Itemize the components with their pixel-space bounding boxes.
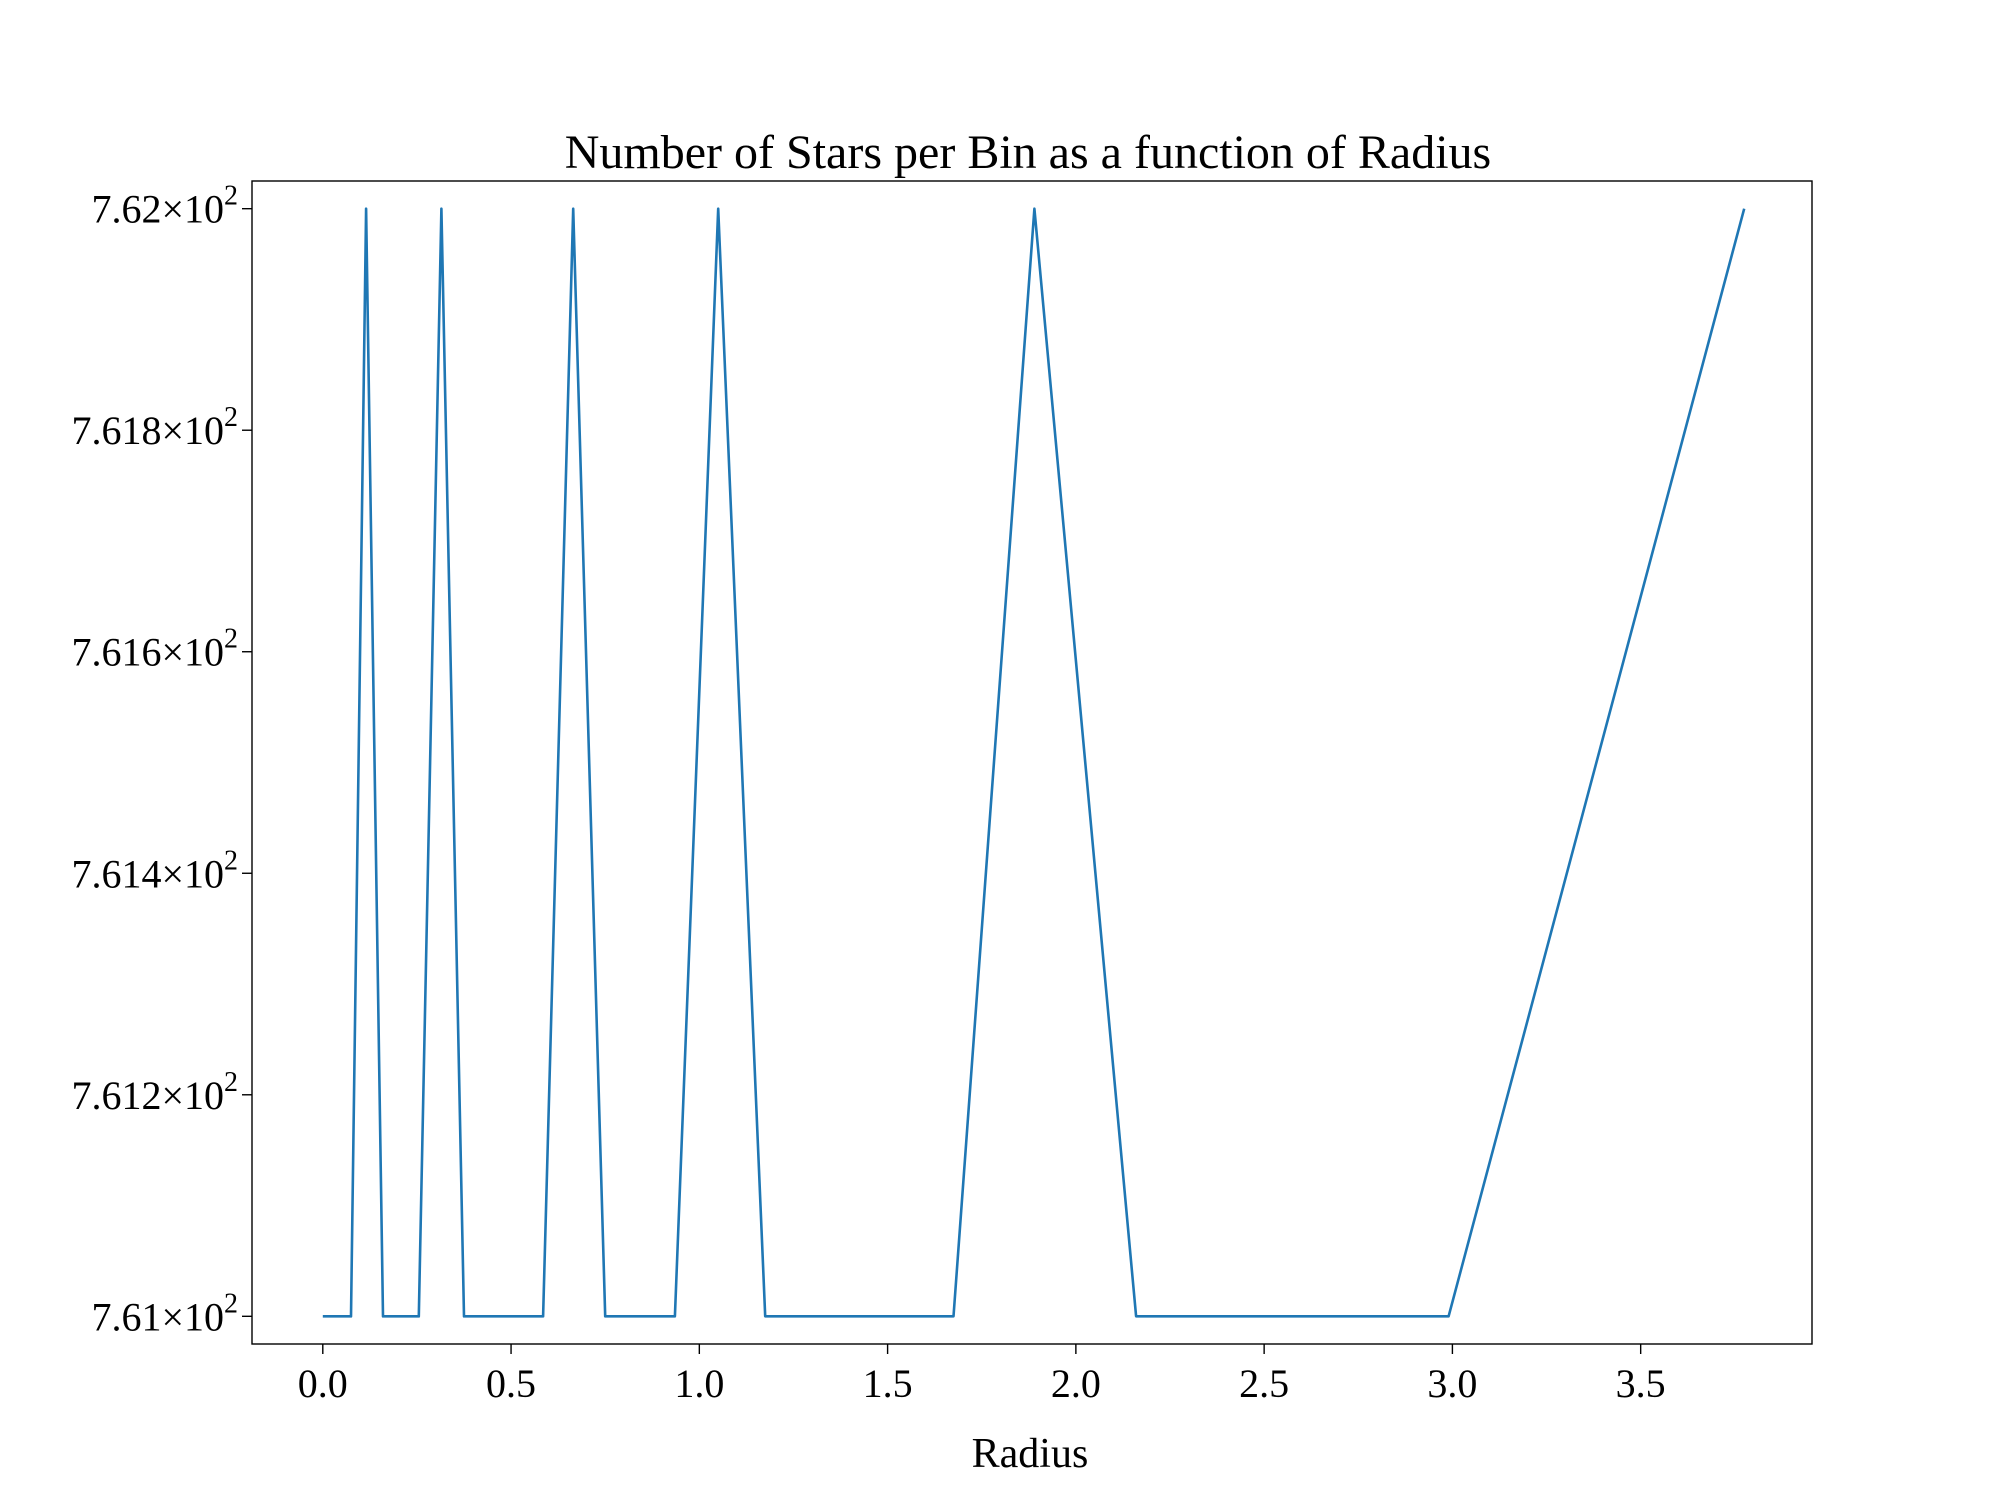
x-tick-label: 2.5 <box>1239 1361 1289 1406</box>
x-tick-label: 0.0 <box>298 1361 348 1406</box>
x-axis-label: Radius <box>972 1431 1089 1477</box>
y-tick-mantissa: 7.616 <box>71 630 161 675</box>
series-line-0 <box>322 207 1746 1318</box>
y-tick-label: 7.616×102 <box>71 624 238 675</box>
y-tick-times-sign: ×10 <box>161 187 224 232</box>
y-tick-label: 7.62×102 <box>91 181 238 232</box>
y-axis: 7.61×1027.612×1027.614×1027.616×1027.618… <box>71 181 252 1339</box>
series-layer <box>322 207 1746 1318</box>
y-tick-exponent: 2 <box>224 624 238 655</box>
y-tick-exponent: 2 <box>224 181 238 212</box>
y-tick-mantissa: 7.62 <box>91 187 161 232</box>
y-tick-exponent: 2 <box>224 1288 238 1319</box>
y-tick-mantissa: 7.61 <box>91 1294 161 1339</box>
x-tick-label: 3.5 <box>1616 1361 1666 1406</box>
y-tick-times-sign: ×10 <box>161 1294 224 1339</box>
x-tick-label: 1.5 <box>863 1361 913 1406</box>
x-tick-label: 2.0 <box>1051 1361 1101 1406</box>
plot-area-frame <box>251 180 1813 1345</box>
y-tick-label: 7.614×102 <box>71 845 238 896</box>
y-tick-times-sign: ×10 <box>161 1073 224 1118</box>
y-tick-mantissa: 7.618 <box>71 408 161 453</box>
y-tick-times-sign: ×10 <box>161 408 224 453</box>
y-tick-label: 7.612×102 <box>71 1067 238 1118</box>
y-tick-exponent: 2 <box>224 845 238 876</box>
y-tick-exponent: 2 <box>224 402 238 433</box>
chart-title: Number of Stars per Bin as a function of… <box>565 126 1491 179</box>
y-tick-mantissa: 7.614 <box>71 851 161 896</box>
x-tick-label: 0.5 <box>486 1361 536 1406</box>
x-tick-label: 1.0 <box>674 1361 724 1406</box>
y-tick-exponent: 2 <box>224 1067 238 1098</box>
x-axis: 0.0 0.5 1.0 1.5 2.0 2.5 3.0 3.5 <box>298 1344 1666 1406</box>
y-tick-label: 7.618×102 <box>71 402 238 453</box>
y-tick-times-sign: ×10 <box>161 851 224 896</box>
x-tick-label: 3.0 <box>1427 1361 1477 1406</box>
y-tick-mantissa: 7.612 <box>71 1073 161 1118</box>
y-tick-times-sign: ×10 <box>161 630 224 675</box>
y-tick-label: 7.61×102 <box>91 1288 238 1339</box>
